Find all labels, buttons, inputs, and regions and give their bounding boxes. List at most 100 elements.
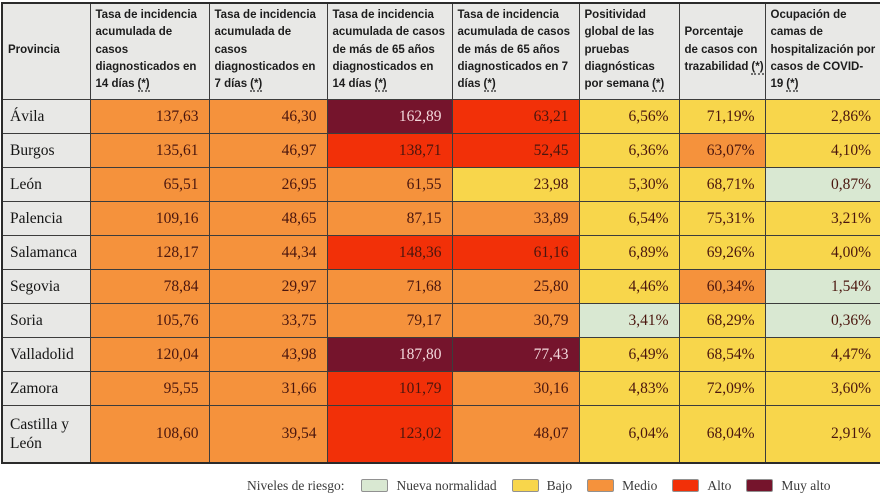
value-cell: 0,87% (764, 167, 880, 203)
header-label: Ocupación de camas de hospitalización po… (770, 9, 876, 90)
header-cell: Positividad global de las pruebas diagnó… (578, 2, 680, 101)
table-row: León 65,51 26,95 61,55 23,98 5,30% 68,71% 0,87% (1, 167, 880, 203)
value-cell: 4,00% (764, 235, 880, 271)
header-label: Tasa de incidencia acumulada de casos de… (457, 9, 571, 90)
value-cell: 61,16 (451, 235, 580, 271)
footnote-marker: (*) (786, 78, 799, 92)
header-cell: Tasa de incidencia acumulada de casos de… (326, 2, 453, 101)
value-cell: 135,61 (89, 133, 210, 169)
value-cell: 65,51 (89, 167, 210, 203)
value-cell: 79,17 (326, 303, 453, 339)
table-row: Ávila 137,63 46,30 162,89 63,21 6,56% 71,19% 2,… (1, 99, 880, 135)
table-header-row: Provincia Tasa de incidencia acumulada de… (1, 2, 880, 101)
value-cell: 71,19% (678, 99, 766, 135)
value-cell: 23,98 (451, 167, 580, 203)
legend-swatch-medio (587, 479, 615, 493)
risk-table: Provincia Tasa de incidencia acumulada de… (1, 2, 880, 464)
value-cell: 109,16 (89, 201, 210, 237)
value-cell: 87,15 (326, 201, 453, 237)
value-cell: 46,97 (208, 133, 328, 169)
legend-label: Medio (622, 477, 658, 493)
province-cell: Salamanca (1, 235, 91, 271)
table-row: Salamanca 128,17 44,34 148,36 61,16 6,89% 69,2… (1, 235, 880, 271)
header-label: Tasa de incidencia acumulada de casos di… (95, 9, 197, 90)
value-cell: 48,07 (451, 405, 580, 464)
value-cell: 30,16 (451, 371, 580, 407)
value-cell: 148,36 (326, 235, 453, 271)
legend-swatch-nueva (361, 479, 389, 493)
table-header: Provincia Tasa de incidencia acumulada de… (1, 2, 880, 101)
value-cell: 5,30% (578, 167, 680, 203)
province-cell: Soria (1, 303, 91, 339)
header-cell: Tasa de incidencia acumulada de casos de… (451, 2, 580, 101)
value-cell: 6,49% (578, 337, 680, 373)
value-cell: 6,56% (578, 99, 680, 135)
legend-item-alto: Alto (657, 478, 731, 494)
value-cell: 33,89 (451, 201, 580, 237)
value-cell: 52,45 (451, 133, 580, 169)
header-cell: Tasa de incidencia acumulada de casos di… (89, 2, 210, 101)
header-label: Positividad global de las pruebas diagnó… (584, 9, 655, 90)
value-cell: 63,07% (678, 133, 766, 169)
province-cell: Valladolid (1, 337, 91, 373)
value-cell: 101,79 (326, 371, 453, 407)
value-cell: 69,26% (678, 235, 766, 271)
value-cell: 39,54 (208, 405, 328, 464)
value-cell: 4,46% (578, 269, 680, 305)
footnote-marker: (*) (250, 78, 263, 92)
value-cell: 0,36% (764, 303, 880, 339)
header-label: Tasa de incidencia acumulada de casos de… (332, 9, 446, 90)
value-cell: 128,17 (89, 235, 210, 271)
value-cell: 3,60% (764, 371, 880, 407)
value-cell: 44,34 (208, 235, 328, 271)
table-row: Zamora 95,55 31,66 101,79 30,16 4,83% 72,09% 3,… (1, 371, 880, 407)
value-cell: 33,75 (208, 303, 328, 339)
value-cell: 6,36% (578, 133, 680, 169)
value-cell: 68,29% (678, 303, 766, 339)
legend-label: Muy alto (781, 477, 831, 493)
value-cell: 6,89% (578, 235, 680, 271)
risk-legend: Niveles de riesgo: Nueva normalidad Bajo M… (0, 478, 880, 494)
value-cell: 63,21 (451, 99, 580, 135)
value-cell: 30,79 (451, 303, 580, 339)
value-cell: 138,71 (326, 133, 453, 169)
province-cell: Segovia (1, 269, 91, 305)
legend-swatch-alto (672, 479, 700, 493)
footnote-marker: (*) (652, 78, 665, 92)
value-cell: 77,43 (451, 337, 580, 373)
value-cell: 120,04 (89, 337, 210, 373)
value-cell: 72,09% (678, 371, 766, 407)
header-cell-provincia: Provincia (1, 2, 91, 101)
legend-label: Alto (707, 477, 732, 493)
header-cell: Tasa de incidencia acumulada de casos di… (208, 2, 328, 101)
table-row: Soria 105,76 33,75 79,17 30,79 3,41% 68,29% 0,3… (1, 303, 880, 339)
value-cell: 108,60 (89, 405, 210, 464)
value-cell: 68,71% (678, 167, 766, 203)
legend-item-nueva: Nueva normalidad (346, 477, 497, 494)
value-cell: 71,68 (326, 269, 453, 305)
value-cell: 2,86% (764, 99, 880, 135)
value-cell: 75,31% (678, 201, 766, 237)
legend-label: Nueva normalidad (396, 477, 497, 493)
province-cell: Zamora (1, 371, 91, 407)
value-cell: 137,63 (89, 99, 210, 135)
header-label: Porcentaje de casos con trazabilidad (684, 26, 758, 73)
table-row: Valladolid 120,04 43,98 187,80 77,43 6,49% 68,… (1, 337, 880, 373)
value-cell: 1,54% (764, 269, 880, 305)
header-label: Tasa de incidencia acumulada de casos di… (214, 9, 316, 90)
value-cell: 6,04% (578, 405, 680, 464)
legend-item-muy_alto: Muy alto (731, 478, 830, 494)
province-cell: Palencia (1, 201, 91, 237)
table-row: Segovia 78,84 29,97 71,68 25,80 4,46% 60,34% 1,… (1, 269, 880, 305)
footnote-marker: (*) (483, 78, 496, 92)
value-cell: 4,47% (764, 337, 880, 373)
footnote-marker: (*) (374, 78, 387, 92)
value-cell: 60,34% (678, 269, 766, 305)
value-cell: 68,04% (678, 405, 766, 464)
header-label: Provincia (8, 43, 60, 56)
province-cell: Burgos (1, 133, 91, 169)
value-cell: 26,95 (208, 167, 328, 203)
legend-swatch-muy_alto (746, 479, 774, 493)
province-cell: Ávila (1, 99, 91, 135)
legend-item-medio: Medio (572, 478, 657, 494)
